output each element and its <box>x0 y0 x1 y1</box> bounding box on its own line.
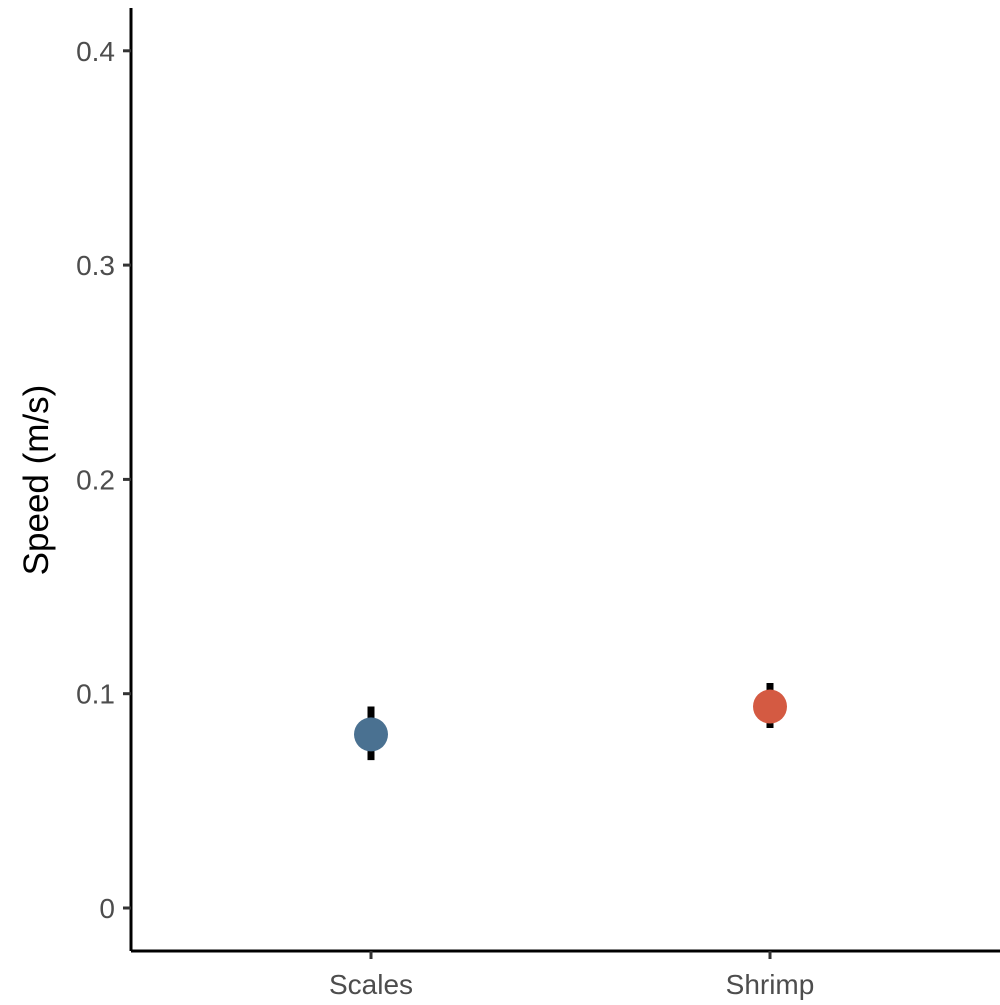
y-tick-label: 0 <box>99 893 115 924</box>
y-tick-label: 0.1 <box>76 679 115 710</box>
data-point <box>354 717 388 752</box>
y-ticks: 0 0.1 0.2 0.3 0.4 <box>76 36 131 924</box>
x-tick-label: Shrimp <box>726 969 815 1000</box>
data-point <box>753 689 787 724</box>
y-tick-label: 0.4 <box>76 36 115 67</box>
y-tick-label: 0.2 <box>76 464 115 495</box>
x-ticks: Scales Shrimp <box>329 951 814 1000</box>
data-marks <box>354 682 787 761</box>
y-axis-title: Speed (m/s) <box>17 385 56 576</box>
x-tick-label: Scales <box>329 969 413 1000</box>
y-tick-label: 0.3 <box>76 250 115 281</box>
